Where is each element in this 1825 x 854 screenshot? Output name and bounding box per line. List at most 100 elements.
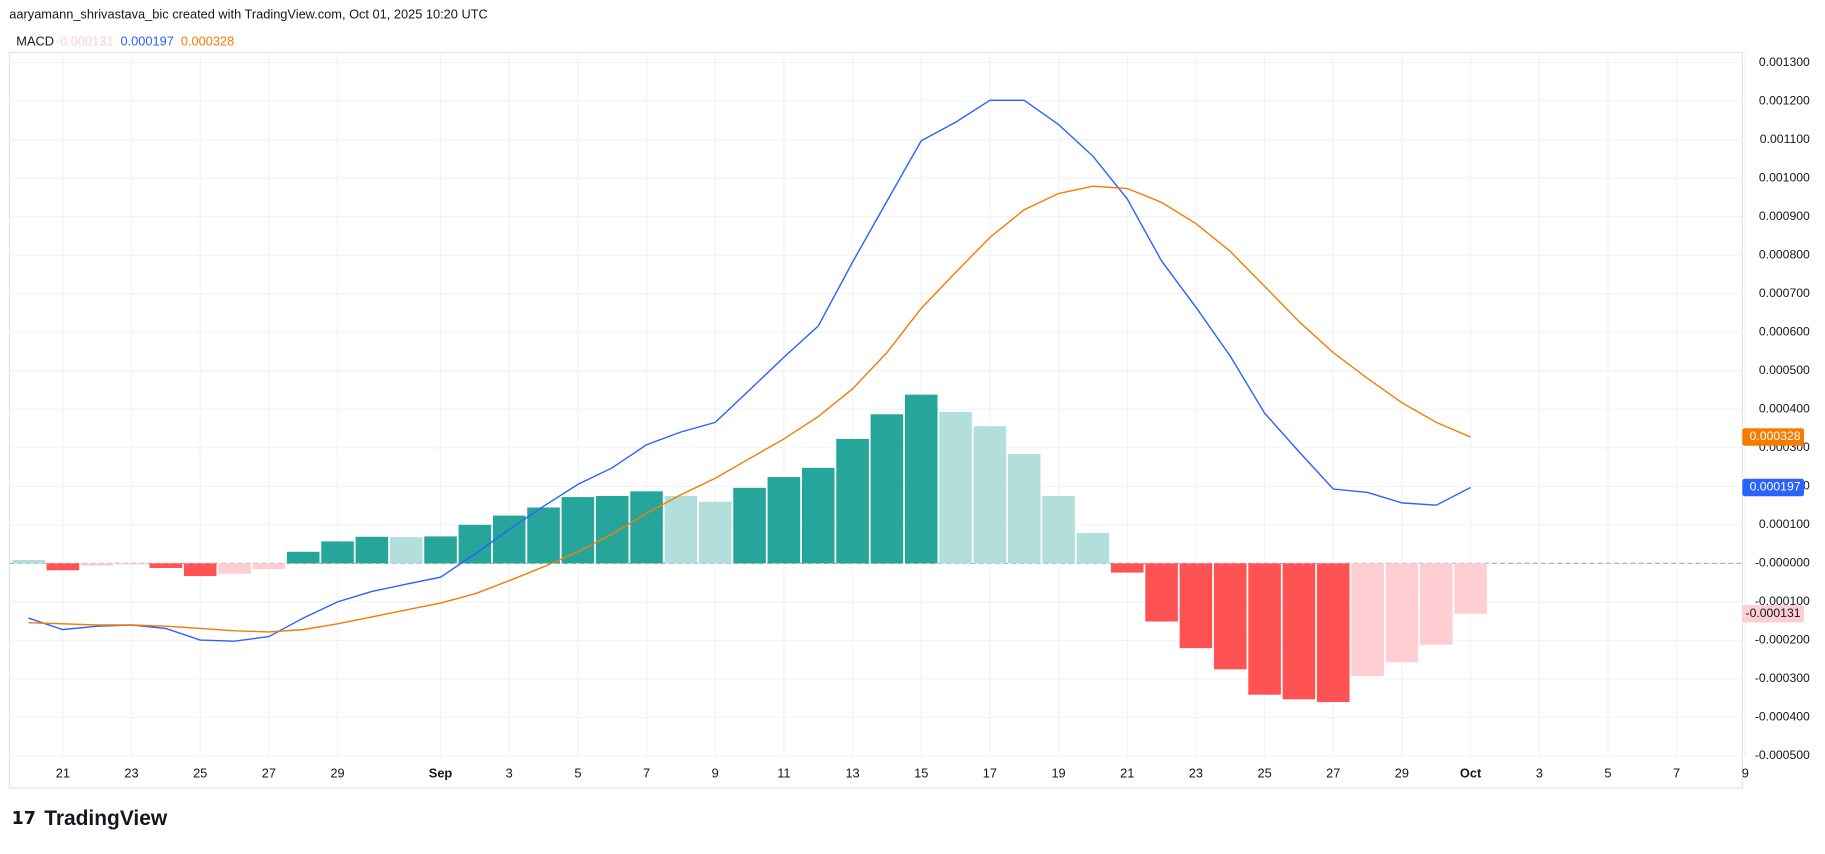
histogram-bar	[870, 414, 904, 564]
x-tick-label: 27	[262, 765, 276, 780]
histogram-bar	[12, 559, 45, 564]
histogram-bar	[836, 438, 869, 564]
x-tick-label: 29	[330, 765, 344, 780]
x-tick-label: 7	[1673, 765, 1680, 780]
y-tick-label: -0.000300	[1755, 671, 1810, 685]
y-tick-label: 0.000600	[1759, 324, 1810, 338]
histogram-bar	[1042, 495, 1075, 564]
histogram-bar	[767, 477, 801, 564]
x-tick-label: 21	[1120, 765, 1134, 780]
x-tick-label: 23	[124, 765, 138, 780]
x-tick-label: 21	[56, 765, 70, 780]
histogram-bar	[939, 411, 972, 564]
histogram-bar	[1110, 563, 1144, 573]
histogram-bar	[1316, 563, 1350, 703]
histogram-bar	[1419, 563, 1453, 645]
histogram-bar	[698, 501, 732, 564]
y-tick-label: 0.000100	[1759, 517, 1810, 531]
histogram-bar	[115, 563, 148, 565]
histogram-bar	[733, 487, 766, 564]
y-tick-label: 0.001000	[1759, 170, 1810, 184]
x-tick-label: 17	[983, 765, 997, 780]
x-tick-label: 3	[506, 765, 513, 780]
x-tick-label: 13	[845, 765, 859, 780]
histogram-bar	[389, 537, 423, 564]
series-line	[28, 99, 1471, 642]
histogram-bar	[973, 426, 1007, 564]
x-tick-label: 7	[643, 765, 650, 780]
histogram-bar	[1076, 532, 1110, 564]
histogram-bar	[527, 507, 560, 564]
histogram-bar	[664, 495, 698, 564]
plot-frame	[8, 51, 1743, 789]
legend-value: 0.000328	[181, 33, 234, 48]
x-tick-label: 19	[1051, 765, 1065, 780]
x-tick-label: 9	[1742, 765, 1749, 780]
y-tick-label: 0.001300	[1759, 55, 1810, 69]
price-badge	[1742, 428, 1805, 446]
price-badge-label: 0.000197	[1750, 480, 1801, 494]
x-tick-label: 25	[1257, 765, 1271, 780]
x-tick-label: 11	[777, 765, 790, 780]
logo-mark: 𝟭𝟳	[12, 808, 36, 828]
histogram-bar	[561, 497, 595, 564]
x-tick-label: 25	[193, 765, 207, 780]
price-badge-label: 0.000328	[1750, 429, 1801, 443]
histogram-bar	[1248, 563, 1281, 695]
histogram-bar	[458, 524, 492, 564]
histogram-bar	[1007, 453, 1041, 564]
header: aaryamann_shrivastava_bic created with T…	[9, 7, 487, 22]
y-tick-label: 0.000500	[1759, 363, 1810, 377]
y-tick-label: -0.000400	[1755, 710, 1810, 724]
y-tick-label: -0.000100	[1755, 594, 1810, 608]
histogram-bar	[1282, 563, 1316, 700]
histogram-bar	[424, 536, 457, 564]
histogram-bar	[1145, 563, 1178, 622]
y-tick-label: -0.000200	[1755, 633, 1810, 647]
histogram-bar	[252, 563, 286, 570]
y-tick-label: 0.001100	[1760, 132, 1810, 146]
legend-value: -0.000131	[56, 33, 114, 48]
histogram-bar	[492, 515, 526, 564]
x-tick-label: 5	[574, 765, 581, 780]
histogram-bar	[1351, 563, 1384, 677]
histogram-bar	[904, 394, 938, 564]
y-tick-label: 0.000700	[1759, 286, 1810, 300]
y-tick-label: 0.000400	[1759, 402, 1810, 416]
y-tick-label: -0.000500	[1755, 748, 1810, 762]
histogram-bar	[286, 551, 320, 564]
histogram-bar	[80, 563, 114, 566]
x-tick-label: Sep	[429, 765, 453, 780]
histogram-bar	[1454, 563, 1487, 614]
series-line	[28, 185, 1471, 633]
brand-name: TradingView	[44, 807, 168, 830]
histogram-bar	[183, 563, 217, 577]
x-tick-label: 5	[1604, 765, 1611, 780]
histogram-bar	[801, 467, 835, 564]
price-badge	[1742, 605, 1805, 623]
y-tick-label: 0.001200	[1759, 93, 1810, 107]
x-tick-label: 29	[1395, 765, 1409, 780]
histogram-bar	[355, 536, 389, 564]
legend: MACD -0.000131 0.000197 0.000328	[16, 33, 234, 48]
y-tick-label: -0.000000	[1755, 556, 1810, 570]
x-tick-label: 3	[1536, 765, 1543, 780]
histogram-bar	[46, 563, 80, 571]
y-tick-label: 0.000800	[1759, 247, 1810, 261]
x-tick-label: 27	[1326, 765, 1340, 780]
x-tick-label: 9	[712, 765, 719, 780]
x-tick-label: 23	[1189, 765, 1203, 780]
y-tick-label: 0.000900	[1759, 209, 1810, 223]
histogram-bar	[1385, 563, 1419, 663]
histogram-bar	[595, 495, 629, 564]
price-badge	[1742, 478, 1805, 497]
price-badge-label: -0.000131	[1746, 606, 1801, 620]
histogram-bar	[149, 563, 183, 568]
histogram-bar	[218, 563, 251, 574]
brand: 𝟭𝟳 TradingView	[12, 807, 168, 830]
legend-value: 0.000197	[120, 33, 173, 48]
histogram-bar	[1213, 563, 1247, 670]
histogram-bar	[630, 491, 663, 564]
